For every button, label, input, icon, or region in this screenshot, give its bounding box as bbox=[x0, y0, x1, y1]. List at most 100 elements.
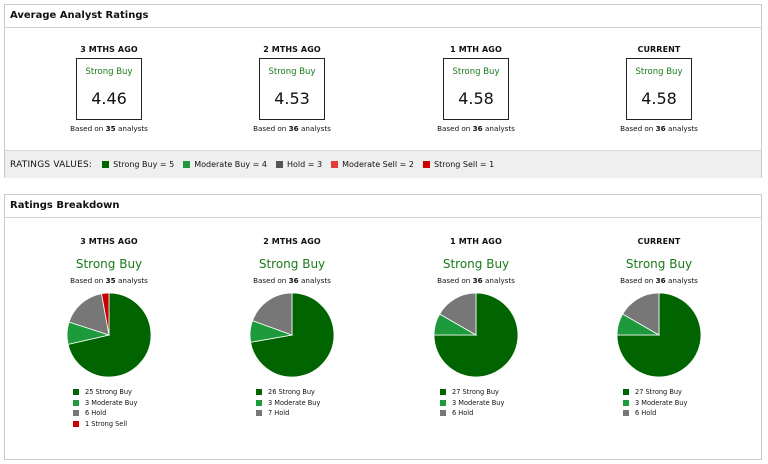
ratings-value-item: Strong Sell = 1 bbox=[422, 160, 495, 169]
legend-label: 6 Hold bbox=[635, 409, 657, 418]
rating-value: 4.58 bbox=[458, 89, 494, 108]
pie-slice-hold bbox=[439, 292, 477, 336]
color-swatch bbox=[422, 161, 430, 168]
ratings-value-label: Moderate Buy = 4 bbox=[194, 160, 267, 169]
legend-item: 6 Hold bbox=[440, 408, 520, 419]
analyst-count: 36 bbox=[472, 276, 483, 285]
legend-item: 25 Strong Buy bbox=[73, 387, 153, 398]
rating-text: Strong Buy bbox=[268, 67, 316, 77]
ratings-pie-chart bbox=[66, 292, 152, 378]
period-label: 2 MTHS AGO bbox=[263, 237, 321, 246]
legend-label: 25 Strong Buy bbox=[85, 388, 132, 397]
legend-item: 27 Strong Buy bbox=[440, 387, 520, 398]
ratings-values-title: RATINGS VALUES: bbox=[10, 159, 93, 170]
based-on-text: Based on 36 analysts bbox=[437, 124, 515, 133]
color-swatch bbox=[73, 399, 79, 406]
ratings-value-item: Moderate Buy = 4 bbox=[183, 160, 267, 169]
legend-label: 26 Strong Buy bbox=[268, 388, 315, 397]
rating-value: 4.58 bbox=[641, 89, 677, 108]
panel-title: Average Analyst Ratings bbox=[5, 5, 761, 28]
legend-item: 3 Moderate Buy bbox=[440, 398, 520, 409]
pie-slice-strong-buy bbox=[616, 292, 702, 378]
analyst-count: 36 bbox=[655, 276, 666, 285]
rating-text: Strong Buy bbox=[625, 257, 693, 271]
color-swatch bbox=[73, 410, 79, 417]
legend-label: 3 Moderate Buy bbox=[635, 398, 688, 407]
ratings-value-item: Hold = 3 bbox=[275, 160, 323, 169]
ratings-value-label: Strong Sell = 1 bbox=[433, 160, 495, 169]
legend-item: 3 Moderate Buy bbox=[623, 398, 703, 409]
based-on-text: Based on 36 analysts bbox=[253, 276, 331, 285]
period-label: 3 MTHS AGO bbox=[80, 237, 138, 246]
based-on-text: Based on 36 analysts bbox=[620, 276, 698, 285]
ratings-value-label: Hold = 3 bbox=[286, 160, 323, 169]
color-swatch bbox=[73, 420, 79, 427]
ratings-value-item: Moderate Sell = 2 bbox=[331, 160, 414, 169]
rating-text: Strong Buy bbox=[635, 67, 683, 77]
based-on-text: Based on 35 analysts bbox=[70, 276, 148, 285]
legend-item: 26 Strong Buy bbox=[256, 387, 336, 398]
analyst-count: 36 bbox=[655, 124, 666, 133]
rating-box: Strong Buy 4.58 bbox=[626, 58, 692, 120]
color-swatch bbox=[331, 161, 339, 168]
legend-item: 6 Hold bbox=[623, 408, 703, 419]
pie-slice-strong-sell bbox=[101, 292, 110, 336]
avg-rating-column: 3 MTHS AGO Strong Buy 4.46 Based on 35 a… bbox=[29, 45, 189, 133]
rating-text: Strong Buy bbox=[452, 67, 500, 77]
color-swatch bbox=[440, 399, 446, 406]
based-on-text: Based on 35 analysts bbox=[70, 124, 148, 133]
ratings-breakdown-panel: Ratings Breakdown 3 MTHS AGO Strong Buy … bbox=[4, 194, 762, 460]
ratings-pie-chart bbox=[433, 292, 519, 378]
analyst-count: 35 bbox=[105, 276, 116, 285]
legend-label: 27 Strong Buy bbox=[635, 388, 682, 397]
period-label: 2 MTHS AGO bbox=[263, 45, 321, 54]
legend-item: 6 Hold bbox=[73, 408, 153, 419]
legend-item: 3 Moderate Buy bbox=[256, 398, 336, 409]
color-swatch bbox=[256, 410, 262, 417]
legend-item: 7 Hold bbox=[256, 408, 336, 419]
color-swatch bbox=[440, 410, 446, 417]
based-on-text: Based on 36 analysts bbox=[620, 124, 698, 133]
ratings-pie-chart bbox=[616, 292, 702, 378]
pie-legend: 26 Strong Buy 3 Moderate Buy 7 Hold bbox=[248, 387, 336, 419]
avg-rating-column: 2 MTHS AGO Strong Buy 4.53 Based on 36 a… bbox=[212, 45, 372, 133]
rating-box: Strong Buy 4.53 bbox=[259, 58, 325, 120]
rating-text: Strong Buy bbox=[85, 67, 133, 77]
period-label: CURRENT bbox=[637, 45, 681, 54]
legend-label: 27 Strong Buy bbox=[452, 388, 499, 397]
avg-rating-column: 1 MTH AGO Strong Buy 4.58 Based on 36 an… bbox=[396, 45, 556, 133]
analyst-count: 36 bbox=[288, 124, 299, 133]
period-label: 3 MTHS AGO bbox=[80, 45, 138, 54]
rating-text: Strong Buy bbox=[442, 257, 510, 271]
legend-label: 3 Moderate Buy bbox=[85, 398, 138, 407]
based-on-text: Based on 36 analysts bbox=[253, 124, 331, 133]
pie-slice-hold bbox=[252, 292, 293, 336]
pie-legend: 27 Strong Buy 3 Moderate Buy 6 Hold bbox=[615, 387, 703, 419]
legend-label: 1 Strong Sell bbox=[85, 419, 128, 428]
rating-value: 4.53 bbox=[274, 89, 310, 108]
breakdown-column: CURRENT Strong Buy Based on 36 analysts 2… bbox=[579, 237, 739, 419]
average-ratings-panel: Average Analyst Ratings 3 MTHS AGO Stron… bbox=[4, 4, 762, 178]
rating-text: Strong Buy bbox=[75, 257, 143, 271]
avg-rating-column: CURRENT Strong Buy 4.58 Based on 36 anal… bbox=[579, 45, 739, 133]
pie-slice-hold bbox=[68, 293, 110, 336]
color-swatch bbox=[623, 399, 629, 406]
legend-label: 6 Hold bbox=[85, 409, 107, 418]
pie-slice-strong-buy bbox=[433, 292, 519, 378]
breakdown-column: 1 MTH AGO Strong Buy Based on 36 analyst… bbox=[396, 237, 556, 419]
ratings-value-label: Moderate Sell = 2 bbox=[342, 160, 414, 169]
breakdown-column: 2 MTHS AGO Strong Buy Based on 36 analys… bbox=[212, 237, 372, 419]
analyst-count: 36 bbox=[288, 276, 299, 285]
color-swatch bbox=[440, 389, 446, 396]
based-on-text: Based on 36 analysts bbox=[437, 276, 515, 285]
panel-title: Ratings Breakdown bbox=[5, 195, 761, 218]
ratings-pie-chart bbox=[249, 292, 335, 378]
pie-legend: 25 Strong Buy 3 Moderate Buy 6 Hold 1 Stron… bbox=[65, 387, 153, 429]
rating-box: Strong Buy 4.58 bbox=[443, 58, 509, 120]
color-swatch bbox=[623, 410, 629, 417]
ratings-values-bar: RATINGS VALUES: Strong Buy = 5 Moderate B… bbox=[5, 150, 761, 178]
analyst-count: 36 bbox=[472, 124, 483, 133]
analyst-count: 35 bbox=[105, 124, 116, 133]
legend-label: 6 Hold bbox=[452, 409, 474, 418]
color-swatch bbox=[275, 161, 283, 168]
